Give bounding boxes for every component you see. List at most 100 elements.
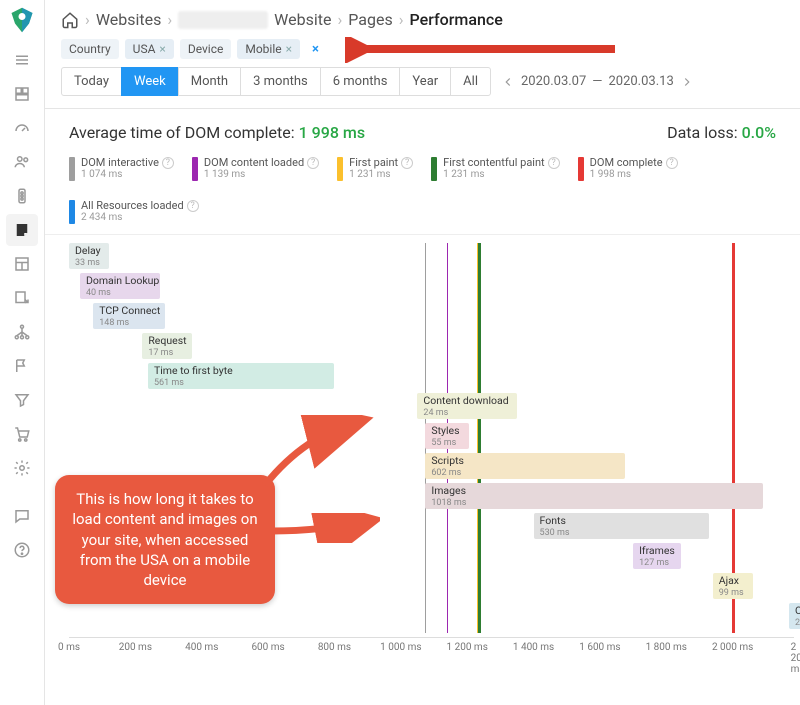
- filter-value-mobile[interactable]: Mobile ×: [237, 39, 300, 59]
- legend-item[interactable]: All Resources loaded?2 434 ms: [69, 199, 199, 224]
- legend-ms: 1 231 ms: [349, 169, 413, 180]
- waterfall-bar[interactable]: Request17 ms: [142, 333, 192, 359]
- chat-icon[interactable]: [6, 500, 38, 532]
- legend-item[interactable]: DOM interactive?1 074 ms: [69, 156, 174, 181]
- legend-swatch: [337, 157, 343, 181]
- range-month[interactable]: Month: [178, 67, 241, 96]
- chevron-right-icon[interactable]: [680, 75, 694, 89]
- crumb-pages[interactable]: Pages: [348, 10, 392, 29]
- bar-ms: 24 ms: [423, 408, 448, 418]
- legend-item[interactable]: First contentful paint?1 231 ms: [431, 156, 560, 181]
- annotation-arrow-2: [270, 513, 380, 543]
- milestone-line: [478, 243, 481, 633]
- help-icon[interactable]: ?: [307, 157, 319, 169]
- legend-item[interactable]: DOM content loaded?1 139 ms: [192, 156, 319, 181]
- waterfall-bar[interactable]: Domain Lookup40 ms: [80, 273, 160, 299]
- gear-icon[interactable]: [6, 452, 38, 484]
- bar-label: Content download: [423, 395, 511, 407]
- dashboard-icon[interactable]: [6, 78, 38, 110]
- loss-label: Data loss:: [667, 123, 738, 142]
- bar-label: Ajax: [719, 575, 747, 587]
- clear-filters-icon[interactable]: ×: [306, 42, 325, 57]
- legend-label: All Resources loaded: [81, 199, 184, 212]
- axis-tick: 800 ms: [318, 642, 351, 653]
- waterfall-bar[interactable]: Images1018 ms: [425, 483, 763, 509]
- cart-icon[interactable]: [6, 418, 38, 450]
- crumb-current: Performance: [410, 10, 503, 29]
- legend-label: First contentful paint: [443, 156, 545, 169]
- range-6-months[interactable]: 6 months: [320, 67, 401, 96]
- filter-value-usa[interactable]: USA ×: [125, 39, 174, 59]
- bar-label: Request: [148, 335, 186, 347]
- legend-ms: 2 434 ms: [81, 212, 199, 223]
- waterfall-bar[interactable]: Scripts602 ms: [425, 453, 625, 479]
- help-icon[interactable]: ?: [401, 157, 413, 169]
- help-icon[interactable]: ?: [666, 157, 678, 169]
- axis-tick: 1 000 ms: [380, 642, 421, 653]
- funnel-icon[interactable]: [6, 384, 38, 416]
- legend-label: DOM complete: [590, 156, 663, 169]
- range-year[interactable]: Year: [399, 67, 451, 96]
- crumb-site-blurred: [178, 11, 268, 29]
- waterfall-bar[interactable]: Delay33 ms: [69, 243, 109, 269]
- bar-ms: 530 ms: [540, 528, 570, 538]
- bar-ms: 99 ms: [719, 588, 744, 598]
- bar-label: Scripts: [431, 455, 619, 467]
- range-today[interactable]: Today: [61, 67, 122, 96]
- waterfall-bar[interactable]: Iframes127 ms: [633, 543, 681, 569]
- range-3-months[interactable]: 3 months: [240, 67, 321, 96]
- bar-label: Delay: [75, 245, 103, 257]
- bar-ms: 561 ms: [154, 378, 184, 388]
- date-to[interactable]: 2020.03.13: [608, 74, 673, 89]
- date-dash: —: [592, 74, 602, 89]
- layout-icon[interactable]: [6, 248, 38, 280]
- range-all[interactable]: All: [450, 67, 491, 96]
- legend-swatch: [192, 157, 198, 181]
- traffic-icon[interactable]: [6, 180, 38, 212]
- menu-icon[interactable]: [6, 44, 38, 76]
- waterfall-bar[interactable]: Content download24 ms: [417, 393, 517, 419]
- note-icon[interactable]: [6, 214, 38, 246]
- help-icon[interactable]: ?: [187, 200, 199, 212]
- legend-swatch: [69, 157, 75, 181]
- bar-ms: 148 ms: [99, 318, 129, 328]
- waterfall-bar[interactable]: Fonts530 ms: [534, 513, 710, 539]
- date-from[interactable]: 2020.03.07: [521, 74, 586, 89]
- filters-row: Country USA × Device Mobile × ×: [45, 35, 800, 67]
- gauge-icon[interactable]: [6, 112, 38, 144]
- legend-swatch: [431, 157, 437, 181]
- legend-ms: 1 998 ms: [590, 169, 678, 180]
- export-icon[interactable]: [6, 282, 38, 314]
- waterfall-bar[interactable]: Ajax99 ms: [713, 573, 753, 599]
- waterfall-bar[interactable]: Styles55 ms: [425, 423, 469, 449]
- waterfall-bar[interactable]: TCP Connect148 ms: [93, 303, 165, 329]
- flag-icon[interactable]: [6, 350, 38, 382]
- users-icon[interactable]: [6, 146, 38, 178]
- app-logo: [8, 6, 36, 34]
- axis-tick: 200 ms: [119, 642, 152, 653]
- waterfall-bar[interactable]: Time to first byte561 ms: [148, 363, 334, 389]
- legend-item[interactable]: First paint?1 231 ms: [337, 156, 413, 181]
- crumb-websites[interactable]: Websites: [96, 10, 162, 29]
- help-icon[interactable]: [6, 534, 38, 566]
- annotation-arrow-top: [345, 37, 625, 63]
- crumb-site-suffix[interactable]: Website: [274, 10, 331, 29]
- remove-filter-icon[interactable]: ×: [159, 42, 165, 56]
- help-icon[interactable]: ?: [162, 157, 174, 169]
- axis-tick: 0 ms: [58, 642, 80, 653]
- waterfall-bar[interactable]: Oth270 ms: [789, 603, 800, 629]
- bar-ms: 55 ms: [431, 438, 456, 448]
- range-week[interactable]: Week: [121, 67, 179, 96]
- help-icon[interactable]: ?: [548, 157, 560, 169]
- axis-tick: 600 ms: [251, 642, 284, 653]
- filter-label-country[interactable]: Country: [61, 39, 119, 59]
- chevron-left-icon[interactable]: [501, 75, 515, 89]
- remove-filter-icon[interactable]: ×: [286, 42, 292, 56]
- axis-tick: 1 400 ms: [513, 642, 554, 653]
- tree-icon[interactable]: [6, 316, 38, 348]
- bar-label: Iframes: [639, 545, 675, 557]
- axis-tick: 1 200 ms: [446, 642, 487, 653]
- filter-label-device[interactable]: Device: [180, 39, 232, 59]
- home-icon[interactable]: [61, 11, 79, 29]
- legend-item[interactable]: DOM complete?1 998 ms: [578, 156, 678, 181]
